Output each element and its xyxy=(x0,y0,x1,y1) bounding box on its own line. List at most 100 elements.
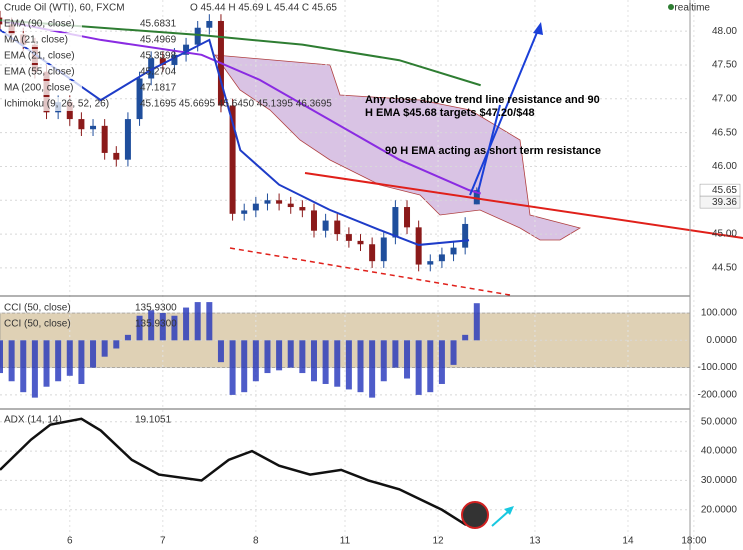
candle-body xyxy=(206,20,213,28)
candle-body xyxy=(299,207,306,211)
cci-bar xyxy=(380,340,387,382)
candle-body xyxy=(194,27,201,45)
cci-bar xyxy=(8,340,15,382)
plot xyxy=(0,10,481,527)
cci-bar xyxy=(252,340,259,382)
candle-body xyxy=(404,207,411,228)
y-tick-label: 50.0000 xyxy=(701,416,738,427)
cci-bar xyxy=(183,307,190,341)
annotation: 90 H EMA acting as short term resistance xyxy=(385,145,601,157)
highlight-circle xyxy=(461,501,489,529)
status: realtime xyxy=(674,3,710,14)
cci-bar xyxy=(427,340,434,393)
cci-bar xyxy=(462,334,469,341)
indicator-line xyxy=(0,19,481,195)
cci-bar xyxy=(171,315,178,341)
cci-bar xyxy=(229,340,236,395)
price-tag: 39.36 xyxy=(712,197,737,208)
candle-body xyxy=(252,203,259,211)
forecast-arrow xyxy=(477,104,501,193)
candle-body xyxy=(264,200,271,204)
legend-bg xyxy=(2,97,82,111)
y-tick-label: 45.00 xyxy=(712,229,737,240)
indicator-name: MA (21, close) xyxy=(4,35,68,46)
cci-bar xyxy=(78,340,85,384)
forecast-arrow xyxy=(469,29,539,196)
y-tick-label: 40.0000 xyxy=(701,446,738,457)
cci-bar xyxy=(90,340,97,368)
y-tick-label: 46.50 xyxy=(712,127,737,138)
adx-line xyxy=(0,417,478,527)
cci-bar xyxy=(438,340,445,384)
x-tick-label: 14 xyxy=(622,536,634,547)
grid xyxy=(0,0,695,540)
cci-bar xyxy=(334,340,341,387)
chart-title: Crude Oil (WTI), 60, FXCM xyxy=(4,3,125,14)
candle-body xyxy=(159,58,166,65)
support-line xyxy=(229,247,511,296)
candle-body xyxy=(462,223,469,248)
candle-body xyxy=(392,207,399,238)
cci-bar xyxy=(276,340,283,371)
y-tick-label: 47.50 xyxy=(712,60,737,71)
cci-bar xyxy=(322,340,329,384)
price-tag-box xyxy=(699,195,741,209)
cci-bar xyxy=(124,334,131,341)
cci-bar xyxy=(43,340,50,387)
candle-body xyxy=(101,125,108,153)
indicator-name: Ichimoku (9, 26, 52, 26) xyxy=(4,99,109,110)
indicator-name: EMA (90, close) xyxy=(4,19,75,30)
indicator-name: EMA (55, close) xyxy=(4,67,75,78)
cci-bar xyxy=(404,340,411,379)
cci-bar xyxy=(392,340,399,368)
candle-body xyxy=(90,125,97,130)
cci-bar xyxy=(66,340,73,376)
cci-bar xyxy=(0,340,3,374)
x-tick-label: 8 xyxy=(253,536,259,547)
legend-bg xyxy=(2,17,82,31)
cci-bar xyxy=(287,340,294,368)
cci-bar xyxy=(20,340,27,393)
cci-bar xyxy=(55,340,62,382)
legend-name: CCI (50, close) xyxy=(4,303,71,314)
indicator-value: 47.1817 xyxy=(140,83,177,94)
candle-body xyxy=(241,210,248,214)
cci-bar xyxy=(241,340,248,393)
cci-bar xyxy=(357,340,364,393)
indicator-value: 45.2704 xyxy=(140,67,177,78)
cci-bar xyxy=(369,340,376,398)
x-tick-label: 7 xyxy=(160,536,166,547)
indicator-value: 45.6831 xyxy=(140,19,177,30)
legend-value: 135.9300 xyxy=(135,319,177,330)
x-tick-label: 6 xyxy=(67,536,73,547)
annotation: H EMA $45.68 targets $47.20/$48 xyxy=(365,107,535,119)
candle-body xyxy=(473,190,480,205)
candle-body xyxy=(124,119,131,160)
candle-body xyxy=(171,54,178,65)
arrow-head xyxy=(504,506,514,515)
candle-body xyxy=(369,244,376,262)
candle-body xyxy=(310,210,317,231)
candle-body xyxy=(380,237,387,262)
trend-line xyxy=(304,172,743,239)
candle-body xyxy=(287,203,294,208)
candle-body xyxy=(229,105,236,214)
status-dot xyxy=(668,4,674,10)
y-tick-label: 30.0000 xyxy=(701,475,738,486)
cci-bar xyxy=(194,302,201,341)
indicator-name: MA (200, close) xyxy=(4,83,73,94)
cci-bar xyxy=(206,302,213,341)
price-tag: 45.65 xyxy=(712,185,737,196)
cci-bar xyxy=(136,315,143,341)
indicator-value: 45.4969 xyxy=(140,35,177,46)
ohlc-label: O 45.44 H 45.69 L 45.44 C 45.65 xyxy=(190,3,337,14)
indicator-name: EMA (21, close) xyxy=(4,51,75,62)
candle-body xyxy=(415,227,422,265)
y-tick-label: 48.00 xyxy=(712,26,737,37)
y-tick-label: 44.50 xyxy=(712,263,737,274)
candle-body xyxy=(136,78,143,120)
candle-body xyxy=(345,234,352,241)
cyan-arrow xyxy=(491,509,511,527)
cci-bar xyxy=(31,340,38,398)
